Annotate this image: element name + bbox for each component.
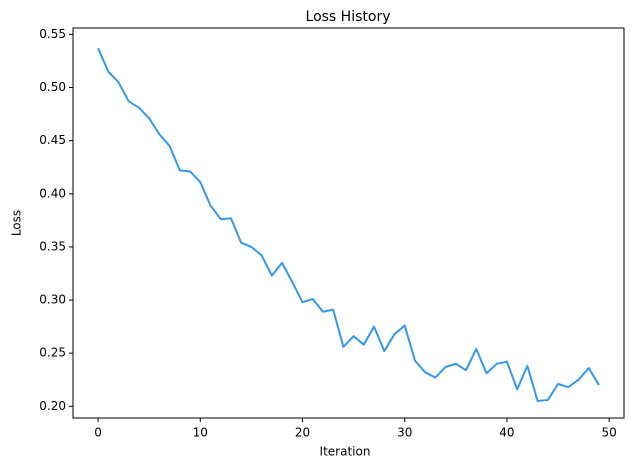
x-tick-label: 0 <box>94 426 102 440</box>
x-tick-label: 50 <box>602 426 617 440</box>
y-axis-label: Loss <box>10 210 24 236</box>
y-tick-label: 0.40 <box>39 186 66 200</box>
line-series <box>97 47 600 402</box>
y-tick-label: 0.50 <box>39 80 66 94</box>
plot-frame <box>72 27 625 419</box>
y-tick-label: 0.25 <box>39 346 66 360</box>
y-tick-label: 0.30 <box>39 293 66 307</box>
y-tick-label: 0.35 <box>39 239 66 253</box>
x-tick-label: 40 <box>499 426 514 440</box>
x-axis-label: Iteration <box>320 445 371 459</box>
x-tick-label: 20 <box>295 426 310 440</box>
x-tick-label: 10 <box>193 426 208 440</box>
chart-title: Loss History <box>306 9 391 25</box>
x-tick-label: 30 <box>397 426 412 440</box>
y-tick-label: 0.20 <box>39 399 66 413</box>
y-tick-label: 0.45 <box>39 133 66 147</box>
y-tick-label: 0.55 <box>39 27 66 41</box>
